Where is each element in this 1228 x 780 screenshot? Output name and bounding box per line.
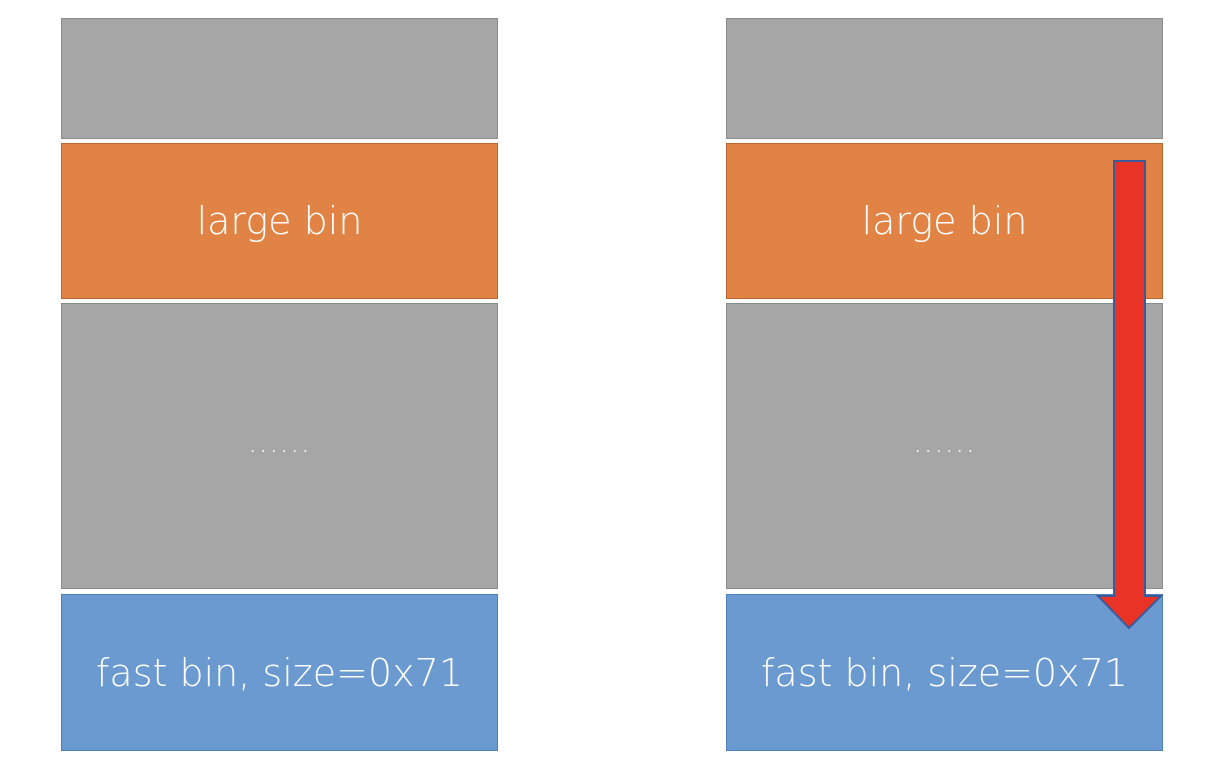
middle-chunks: ...... bbox=[726, 303, 1163, 589]
large-bin-label: large bin bbox=[861, 199, 1028, 243]
ellipsis-label: ...... bbox=[247, 424, 312, 460]
large-bin-chunk: large bin bbox=[61, 143, 498, 299]
fast-bin-label: fast bin, size=0x71 bbox=[761, 650, 1128, 695]
ellipsis-label: ...... bbox=[912, 424, 977, 460]
memory-layout-after: large bin ...... fast bin, size=0x71 bbox=[726, 18, 1163, 751]
down-arrow-icon bbox=[1095, 160, 1164, 630]
fast-bin-label: fast bin, size=0x71 bbox=[96, 650, 463, 695]
fast-bin-chunk: fast bin, size=0x71 bbox=[61, 594, 498, 751]
arrow-shape bbox=[1095, 160, 1164, 630]
large-bin-chunk: large bin bbox=[726, 143, 1163, 299]
large-bin-label: large bin bbox=[196, 199, 363, 243]
memory-layout-before: large bin ...... fast bin, size=0x71 bbox=[61, 18, 498, 751]
fast-bin-chunk: fast bin, size=0x71 bbox=[726, 594, 1163, 751]
middle-chunks: ...... bbox=[61, 303, 498, 589]
chunk-top bbox=[61, 18, 498, 139]
chunk-top bbox=[726, 18, 1163, 139]
